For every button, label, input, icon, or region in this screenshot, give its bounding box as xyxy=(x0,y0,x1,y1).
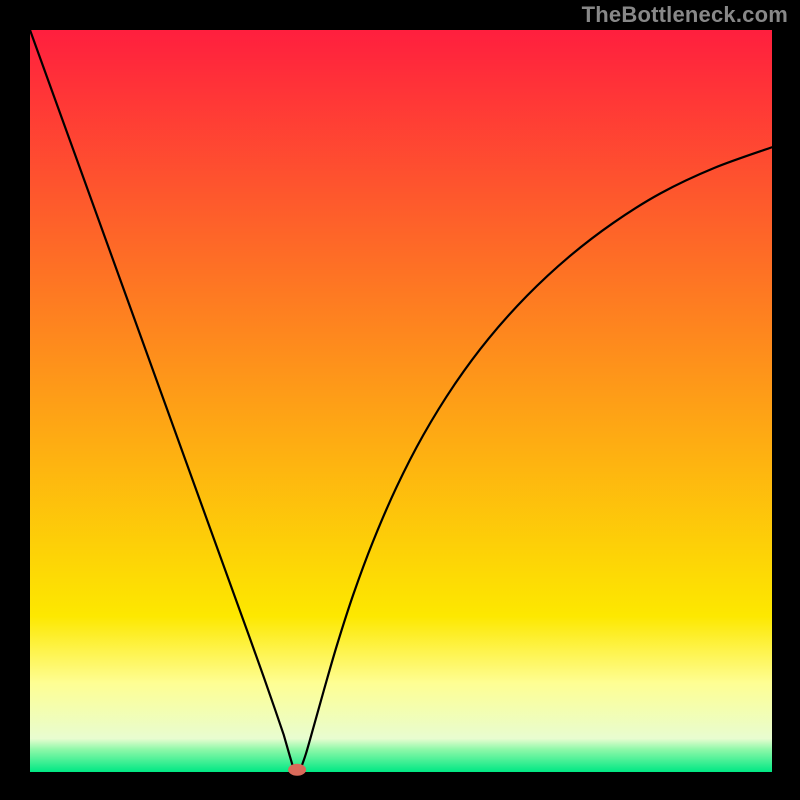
minimum-marker xyxy=(288,764,306,776)
plot-background xyxy=(30,30,772,772)
chart-container: TheBottleneck.com xyxy=(0,0,800,800)
watermark-text: TheBottleneck.com xyxy=(582,2,788,28)
chart-svg xyxy=(0,0,800,800)
